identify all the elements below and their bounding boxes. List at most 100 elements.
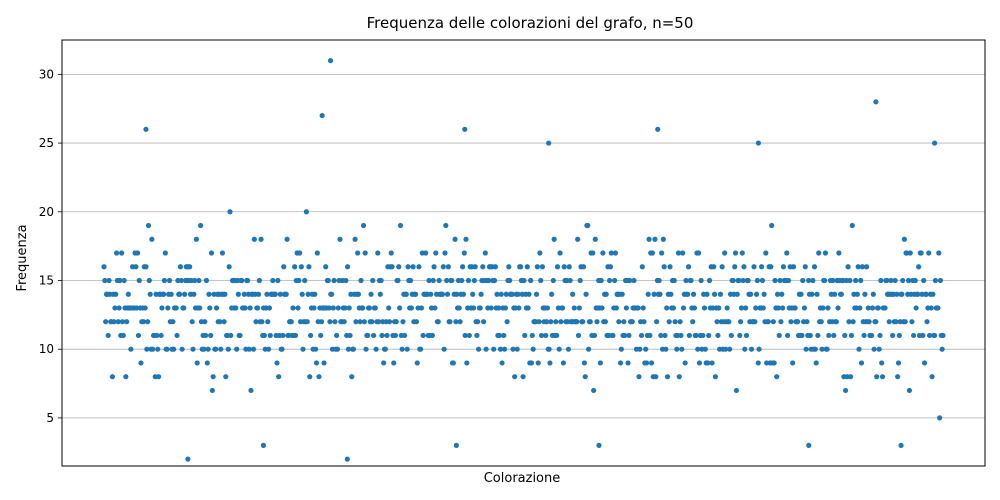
data-point — [239, 277, 245, 284]
data-point — [496, 332, 503, 339]
data-point — [799, 332, 805, 339]
data-point — [492, 264, 498, 270]
data-point — [716, 305, 722, 311]
data-point — [277, 291, 283, 297]
data-point — [536, 319, 542, 325]
data-point — [636, 374, 642, 380]
data-point — [907, 250, 913, 256]
data-point — [732, 250, 739, 256]
data-point — [645, 291, 651, 297]
data-point — [921, 360, 928, 366]
data-point — [213, 346, 219, 352]
data-point — [456, 305, 462, 311]
data-point — [893, 319, 899, 325]
data-point — [778, 319, 784, 325]
data-point — [702, 346, 708, 352]
data-point — [618, 346, 624, 352]
data-point — [210, 374, 216, 380]
data-point — [407, 277, 414, 284]
data-point — [512, 374, 518, 380]
data-point — [452, 236, 458, 242]
data-point — [756, 346, 762, 352]
data-point — [926, 250, 932, 256]
data-point — [120, 332, 126, 339]
data-point — [228, 332, 234, 339]
data-point — [675, 250, 682, 256]
data-point — [610, 332, 616, 339]
data-point — [842, 332, 848, 339]
data-point — [372, 305, 378, 311]
data-point — [116, 305, 122, 311]
data-point — [798, 291, 804, 297]
data-point — [803, 346, 809, 352]
data-point — [386, 319, 393, 325]
data-point — [248, 387, 254, 394]
data-point — [686, 332, 692, 339]
data-point-outlier-1 — [319, 112, 325, 119]
data-point — [743, 332, 750, 339]
data-point — [770, 319, 776, 325]
data-point — [740, 277, 746, 284]
data-point — [832, 291, 838, 297]
data-point — [117, 277, 123, 284]
data-point — [306, 264, 312, 270]
data-points — [101, 58, 946, 462]
data-point — [886, 319, 892, 325]
data-point — [608, 250, 614, 256]
data-point — [376, 319, 382, 325]
data-point — [543, 332, 549, 339]
data-point — [878, 277, 884, 284]
data-point — [652, 236, 658, 242]
data-point-outlier-5 — [655, 126, 661, 132]
data-point — [544, 305, 551, 311]
data-point — [690, 291, 697, 297]
data-point — [459, 277, 465, 284]
data-point — [440, 264, 446, 270]
data-point — [288, 319, 294, 325]
data-point — [856, 346, 862, 352]
data-point — [478, 291, 484, 297]
data-point — [418, 346, 424, 352]
data-point — [280, 332, 286, 339]
data-point — [909, 319, 915, 325]
data-point — [590, 250, 596, 256]
data-point — [863, 264, 870, 270]
data-point — [251, 236, 257, 242]
data-point — [506, 264, 512, 270]
data-point — [810, 277, 816, 284]
data-point — [436, 277, 442, 284]
data-point — [690, 319, 696, 325]
data-point — [370, 332, 377, 339]
data-point — [355, 291, 362, 297]
data-point — [899, 291, 905, 297]
data-point — [304, 319, 310, 325]
data-point — [316, 374, 322, 380]
data-point — [430, 277, 436, 284]
data-point-outlier-15 — [898, 442, 904, 448]
data-point — [647, 332, 653, 339]
data-point — [113, 291, 119, 297]
data-point — [264, 291, 270, 297]
data-point — [136, 277, 142, 284]
data-point — [704, 291, 710, 297]
data-point — [660, 236, 666, 242]
data-point — [859, 264, 865, 270]
data-point — [353, 319, 359, 325]
data-point — [932, 332, 938, 339]
data-point — [809, 291, 815, 297]
data-point — [266, 346, 272, 352]
data-point — [379, 332, 385, 339]
data-point — [741, 264, 747, 270]
data-point — [337, 236, 343, 242]
data-point — [850, 319, 856, 325]
data-point — [528, 277, 534, 284]
data-point — [651, 291, 657, 297]
data-point — [165, 305, 171, 311]
data-point — [627, 277, 633, 284]
data-point-outlier-11 — [260, 442, 267, 448]
data-point — [585, 346, 592, 352]
data-point — [583, 291, 589, 297]
data-point — [140, 319, 147, 325]
data-point — [143, 264, 149, 270]
data-point — [312, 291, 318, 297]
